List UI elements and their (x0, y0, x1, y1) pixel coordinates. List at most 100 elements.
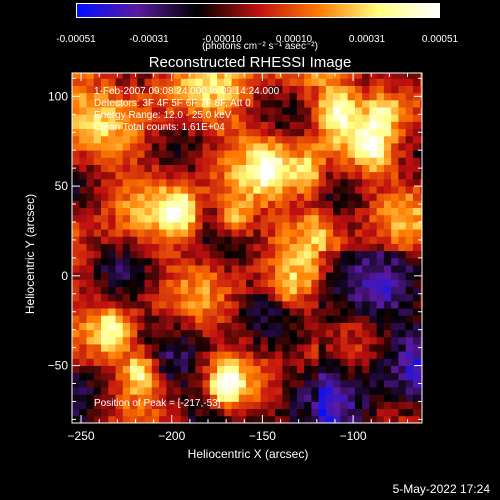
heatmap-cell (173, 207, 182, 216)
heatmap-cell (311, 92, 320, 101)
heatmap-cell (238, 344, 247, 352)
heatmap-cell (289, 308, 298, 316)
heatmap-cell (151, 229, 160, 237)
heatmap-cell (296, 286, 305, 295)
heatmap-cell (275, 365, 283, 374)
heatmap-cell (130, 243, 138, 252)
heatmap-cell (289, 387, 298, 395)
heatmap-cell (275, 308, 283, 316)
heatmap-cell (347, 121, 356, 130)
heatmap-cell (354, 164, 363, 173)
heatmap-cell (412, 329, 421, 338)
heatmap-cell (376, 300, 385, 309)
heatmap-cell (311, 293, 320, 302)
heatmap-cell (391, 121, 399, 130)
heatmap-cell (144, 214, 153, 223)
heatmap-cell (72, 214, 80, 223)
heatmap-cell (398, 92, 407, 101)
heatmap-cell (296, 293, 305, 302)
heatmap-cell (93, 365, 102, 374)
heatmap-cell (391, 73, 399, 79)
heatmap-cell (166, 221, 174, 230)
heatmap-cell (86, 150, 95, 158)
heatmap-cell (246, 221, 254, 230)
heatmap-cell (398, 279, 407, 287)
heatmap-cell (318, 92, 327, 101)
heatmap-cell (383, 322, 392, 331)
heatmap-cell (311, 121, 320, 130)
heatmap-cell (224, 229, 232, 237)
heatmap-cell (209, 171, 218, 180)
heatmap-cell (86, 300, 95, 309)
heatmap-cell (275, 85, 283, 94)
heatmap-cell (289, 300, 298, 309)
heatmap-cell (383, 193, 392, 201)
heatmap-cell (318, 99, 327, 108)
heatmap-cell (333, 171, 341, 180)
heatmap-cell (296, 401, 305, 410)
heatmap-cell (180, 178, 189, 187)
heatmap-cell (173, 329, 182, 338)
annotation-clean-counts: Clean Total counts: 1.61E+04 (94, 122, 225, 133)
heatmap-cell (108, 257, 116, 266)
heatmap-cell (246, 243, 254, 252)
heatmap-cell (166, 207, 174, 216)
heatmap-cell (101, 128, 109, 137)
heatmap-cell (354, 250, 363, 259)
heatmap-cell (238, 329, 247, 338)
heatmap-cell (391, 358, 399, 366)
heatmap-cell (318, 286, 327, 295)
heatmap-cell (137, 99, 145, 108)
heatmap-cell (333, 193, 341, 201)
heatmap-cell (267, 78, 276, 86)
heatmap-cell (188, 178, 196, 187)
heatmap-cell (333, 272, 341, 280)
heatmap-cell (101, 78, 109, 86)
heatmap-cell (137, 178, 145, 187)
heatmap-cell (188, 121, 196, 130)
heatmap-cell (231, 200, 240, 209)
heatmap-cell (151, 372, 160, 381)
heatmap-cell (260, 401, 269, 410)
heatmap-cell (137, 286, 145, 295)
heatmap-cell (188, 193, 196, 201)
heatmap-cell (383, 92, 392, 101)
heatmap-cell (79, 308, 87, 316)
heatmap-cell (159, 265, 167, 273)
heatmap-cell (333, 265, 341, 273)
heatmap-cell (296, 121, 305, 130)
heatmap-cell (412, 408, 421, 417)
heatmap-cell (325, 257, 334, 266)
heatmap-cell (333, 236, 341, 244)
heatmap-cell (267, 143, 276, 151)
heatmap-cell (405, 415, 414, 424)
heatmap-cell (130, 300, 138, 309)
heatmap-cell (130, 250, 138, 259)
heatmap-cell (122, 143, 131, 151)
heatmap-cell (159, 401, 167, 410)
heatmap-cell (144, 99, 153, 108)
heatmap-cell (275, 315, 283, 323)
heatmap-cell (115, 351, 124, 359)
heatmap-cell (369, 351, 378, 359)
heatmap-cell (231, 214, 240, 223)
heatmap-cell (420, 186, 423, 194)
heatmap-cell (260, 351, 269, 359)
heatmap-cell (209, 272, 218, 280)
heatmap-cell (173, 351, 182, 359)
heatmap-cell (304, 150, 312, 158)
heatmap-cell (108, 279, 116, 287)
heatmap-cell (260, 114, 269, 122)
heatmap-cell (391, 178, 399, 187)
heatmap-cell (289, 157, 298, 165)
heatmap-cell (412, 243, 421, 252)
heatmap-cell (398, 365, 407, 374)
heatmap-cell (318, 178, 327, 187)
heatmap-cell (398, 99, 407, 108)
heatmap-cell (246, 157, 254, 165)
heatmap-cell (289, 293, 298, 302)
heatmap-cell (275, 257, 283, 266)
plot-frame (71, 72, 423, 424)
heatmap-cell (93, 85, 102, 94)
heatmap-cell (130, 344, 138, 352)
